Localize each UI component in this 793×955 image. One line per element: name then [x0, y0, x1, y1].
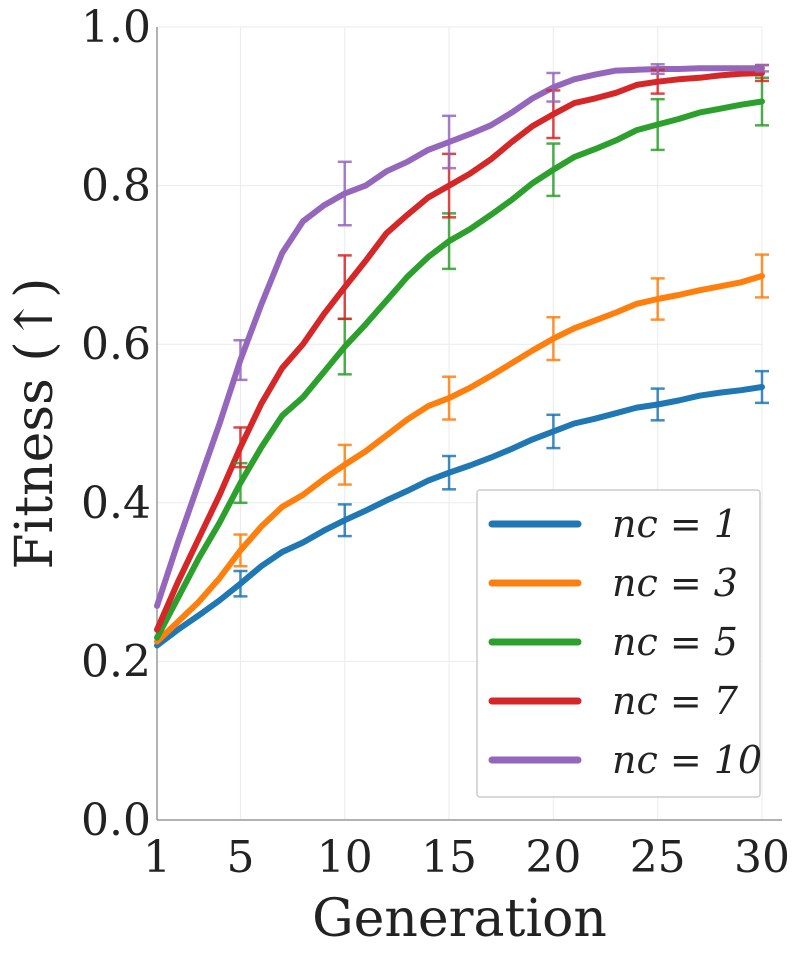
x-tick-label: 15 — [421, 832, 477, 883]
error-bars — [233, 63, 769, 598]
error-bar — [650, 387, 665, 422]
legend-label: nc = 10 — [612, 738, 762, 782]
series-lines — [154, 65, 765, 649]
error-bar — [233, 569, 248, 598]
y-tick-labels: 0.0 0.2 0.4 0.6 0.8 1.0 — [81, 2, 151, 846]
y-axis-title: Fitness (↑) — [5, 278, 65, 570]
error-bar — [442, 114, 457, 170]
error-bar — [233, 533, 248, 568]
legend-label: nc = 1 — [612, 502, 738, 546]
x-tick-label: 30 — [734, 832, 790, 883]
y-tick-label: 0.0 — [81, 795, 151, 846]
legend-label: nc = 5 — [612, 620, 738, 664]
error-bar — [546, 142, 561, 198]
x-tick-label: 1 — [143, 832, 171, 883]
x-tick-label: 10 — [317, 832, 373, 883]
error-bar — [546, 413, 561, 450]
error-bar — [755, 63, 769, 73]
legend-box — [476, 489, 761, 798]
error-bar — [233, 426, 248, 469]
error-bar — [233, 338, 248, 382]
x-tick-labels: 1 5 10 15 20 25 30 — [143, 832, 790, 883]
error-bar — [337, 503, 352, 538]
series-line-1 — [154, 273, 765, 645]
error-bar — [546, 71, 561, 103]
legend-label: nc = 3 — [612, 561, 738, 605]
error-bar — [755, 369, 769, 405]
error-bar — [442, 454, 457, 491]
legend-label: nc = 7 — [612, 679, 739, 723]
legend: nc = 1 nc = 3 nc = 5 nc = 7 nc = 10 — [476, 489, 762, 798]
error-bar — [337, 443, 352, 486]
y-tick-label: 0.6 — [81, 319, 151, 370]
y-tick-label: 0.2 — [81, 636, 151, 687]
axes — [156, 27, 782, 821]
y-tick-label: 1.0 — [81, 2, 151, 53]
series-line-2 — [154, 98, 765, 641]
error-bar — [337, 254, 352, 321]
series-line-3 — [154, 70, 765, 633]
error-bar — [442, 375, 457, 421]
x-tick-label: 25 — [630, 832, 686, 883]
error-bar — [337, 160, 352, 227]
series-line-0 — [154, 384, 765, 649]
y-tick-label: 0.8 — [81, 161, 151, 212]
x-axis-title: Generation — [312, 889, 607, 949]
error-bar — [650, 277, 665, 321]
error-bar — [650, 97, 665, 152]
y-tick-label: 0.4 — [81, 478, 151, 529]
x-tick-label: 5 — [226, 832, 254, 883]
error-bar — [546, 315, 561, 362]
error-bar — [337, 317, 352, 376]
error-bar — [755, 253, 769, 299]
x-tick-label: 20 — [525, 832, 581, 883]
error-bar — [650, 63, 665, 76]
